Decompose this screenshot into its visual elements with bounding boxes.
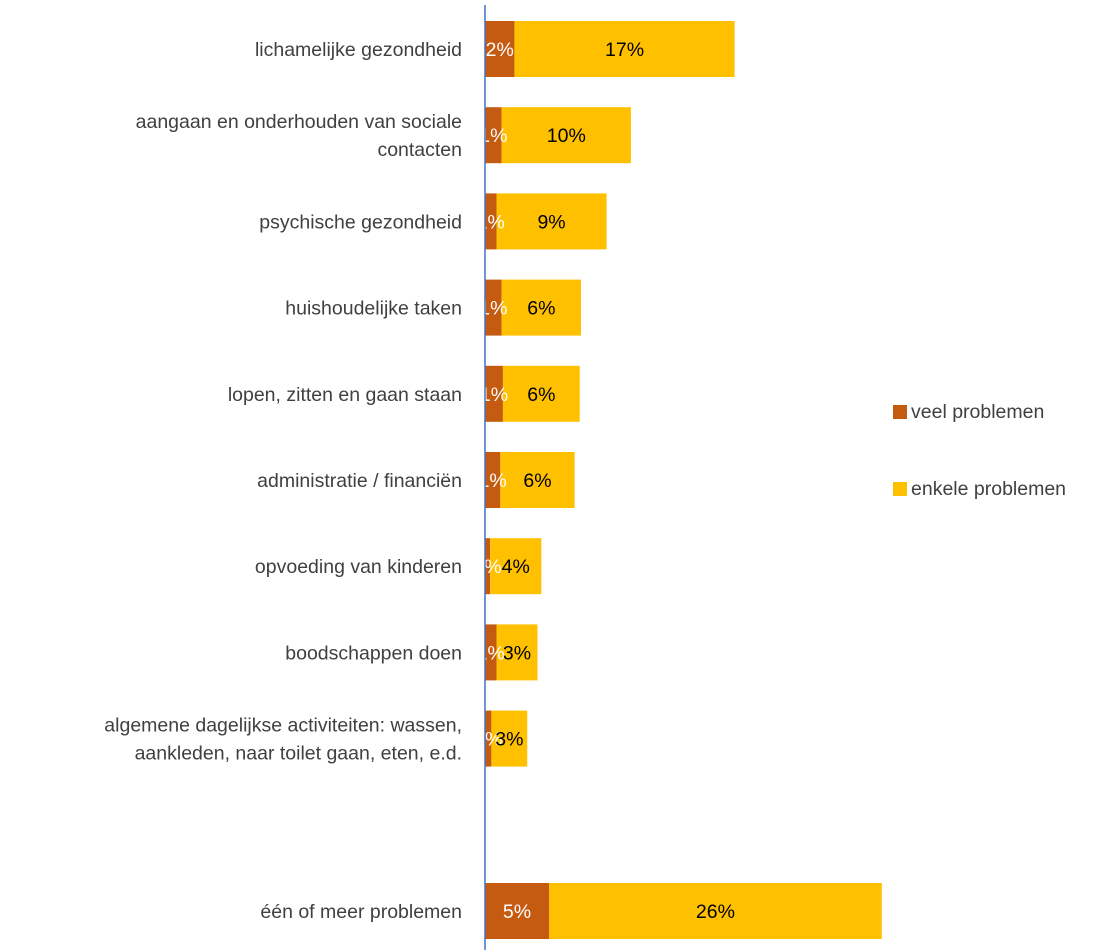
- category-label: lopen, zitten en gaan staan: [228, 384, 462, 406]
- bar-segment-veel-problemen: [485, 710, 492, 767]
- category-labels: lichamelijke gezondheid aangaan en onderh…: [104, 39, 462, 923]
- category-label: lichamelijke gezondheid: [255, 39, 462, 61]
- bar-segment-enkele-problemen: [549, 883, 882, 939]
- data-label: 3%: [495, 729, 523, 751]
- bar-segment-veel-problemen: [485, 193, 497, 250]
- bar-segment-veel-problemen: [485, 107, 502, 164]
- bar-segment-enkele-problemen: [501, 107, 631, 164]
- category-label: algemene dagelijkse activiteiten: wassen…: [104, 715, 462, 765]
- category-label-line: administratie / financiën: [257, 470, 462, 492]
- data-label: 1%: [480, 384, 508, 406]
- data-label: 2%: [486, 39, 514, 61]
- bar-segment-veel-problemen: [485, 624, 497, 681]
- data-label: 6%: [523, 470, 551, 492]
- bar-segment-veel-problemen: [485, 21, 515, 77]
- category-label-line: één of meer problemen: [260, 901, 462, 923]
- category-label: boodschappen doen: [285, 642, 462, 664]
- category-label-line: algemene dagelijkse activiteiten: wassen…: [104, 715, 462, 737]
- data-label: 17%: [605, 39, 644, 61]
- category-label: aangaan en onderhouden van sociale contac…: [136, 111, 462, 161]
- data-label: 10%: [547, 125, 586, 147]
- category-label: administratie / financiën: [257, 470, 462, 492]
- legend-swatch: [893, 482, 907, 496]
- data-label: 6%: [527, 384, 555, 406]
- data-label: 1%: [477, 642, 505, 664]
- data-label: 26%: [696, 901, 735, 923]
- data-label: 0%: [473, 556, 501, 578]
- data-label: 4%: [502, 556, 530, 578]
- bar-segment-enkele-problemen: [496, 624, 538, 681]
- bar-segment-enkele-problemen: [491, 710, 528, 767]
- data-label: 1%: [479, 125, 507, 147]
- data-label: 3%: [503, 642, 531, 664]
- bar-segment-enkele-problemen: [490, 538, 542, 595]
- legend-label: enkele problemen: [911, 478, 1066, 500]
- category-label-line: lichamelijke gezondheid: [255, 39, 462, 61]
- bar-segment-veel-problemen: [485, 452, 501, 508]
- bar-segment-veel-problemen: [485, 365, 503, 422]
- legend: veel problemen enkele problemen: [893, 401, 1066, 500]
- data-label: 1%: [479, 298, 507, 320]
- category-label-line: psychische gezondheid: [259, 211, 462, 233]
- category-label-line: opvoeding van kinderen: [255, 556, 462, 578]
- category-label: huishoudelijke taken: [285, 298, 462, 320]
- legend-swatch: [893, 405, 907, 419]
- bar-segment-enkele-problemen: [502, 365, 580, 422]
- category-label-line: lopen, zitten en gaan staan: [228, 384, 462, 406]
- data-label: 1%: [479, 470, 507, 492]
- category-label-line: aankleden, naar toilet gaan, eten, e.d.: [135, 743, 462, 765]
- bar-segment-veel-problemen: [485, 279, 502, 336]
- category-label: één of meer problemen: [260, 901, 462, 923]
- bar-segment-veel-problemen: [485, 538, 491, 595]
- data-label: 0%: [474, 729, 502, 751]
- category-label: opvoeding van kinderen: [255, 556, 462, 578]
- category-label-line: aangaan en onderhouden van sociale: [136, 111, 462, 133]
- bar-segment-veel-problemen: [485, 883, 549, 939]
- category-label-line: boodschappen doen: [285, 642, 462, 664]
- bar-segment-enkele-problemen: [501, 279, 581, 336]
- data-label: 9%: [537, 211, 565, 233]
- data-label: 5%: [503, 901, 531, 923]
- data-label: 1%: [477, 211, 505, 233]
- bar-segment-enkele-problemen: [496, 193, 607, 250]
- bar-segment-enkele-problemen: [500, 452, 575, 508]
- legend-label: veel problemen: [911, 401, 1044, 423]
- category-label-line: contacten: [377, 139, 462, 161]
- bars-group: [485, 21, 882, 939]
- category-label-line: huishoudelijke taken: [285, 298, 462, 320]
- data-label: 6%: [527, 298, 555, 320]
- data-labels: 2% 17%1% 10%1% 9%1% 6%1% 6%1% 6%0% 4%1%3%0%3%5%…: [473, 39, 734, 923]
- category-label: psychische gezondheid: [259, 211, 462, 233]
- bar-segment-enkele-problemen: [514, 21, 735, 77]
